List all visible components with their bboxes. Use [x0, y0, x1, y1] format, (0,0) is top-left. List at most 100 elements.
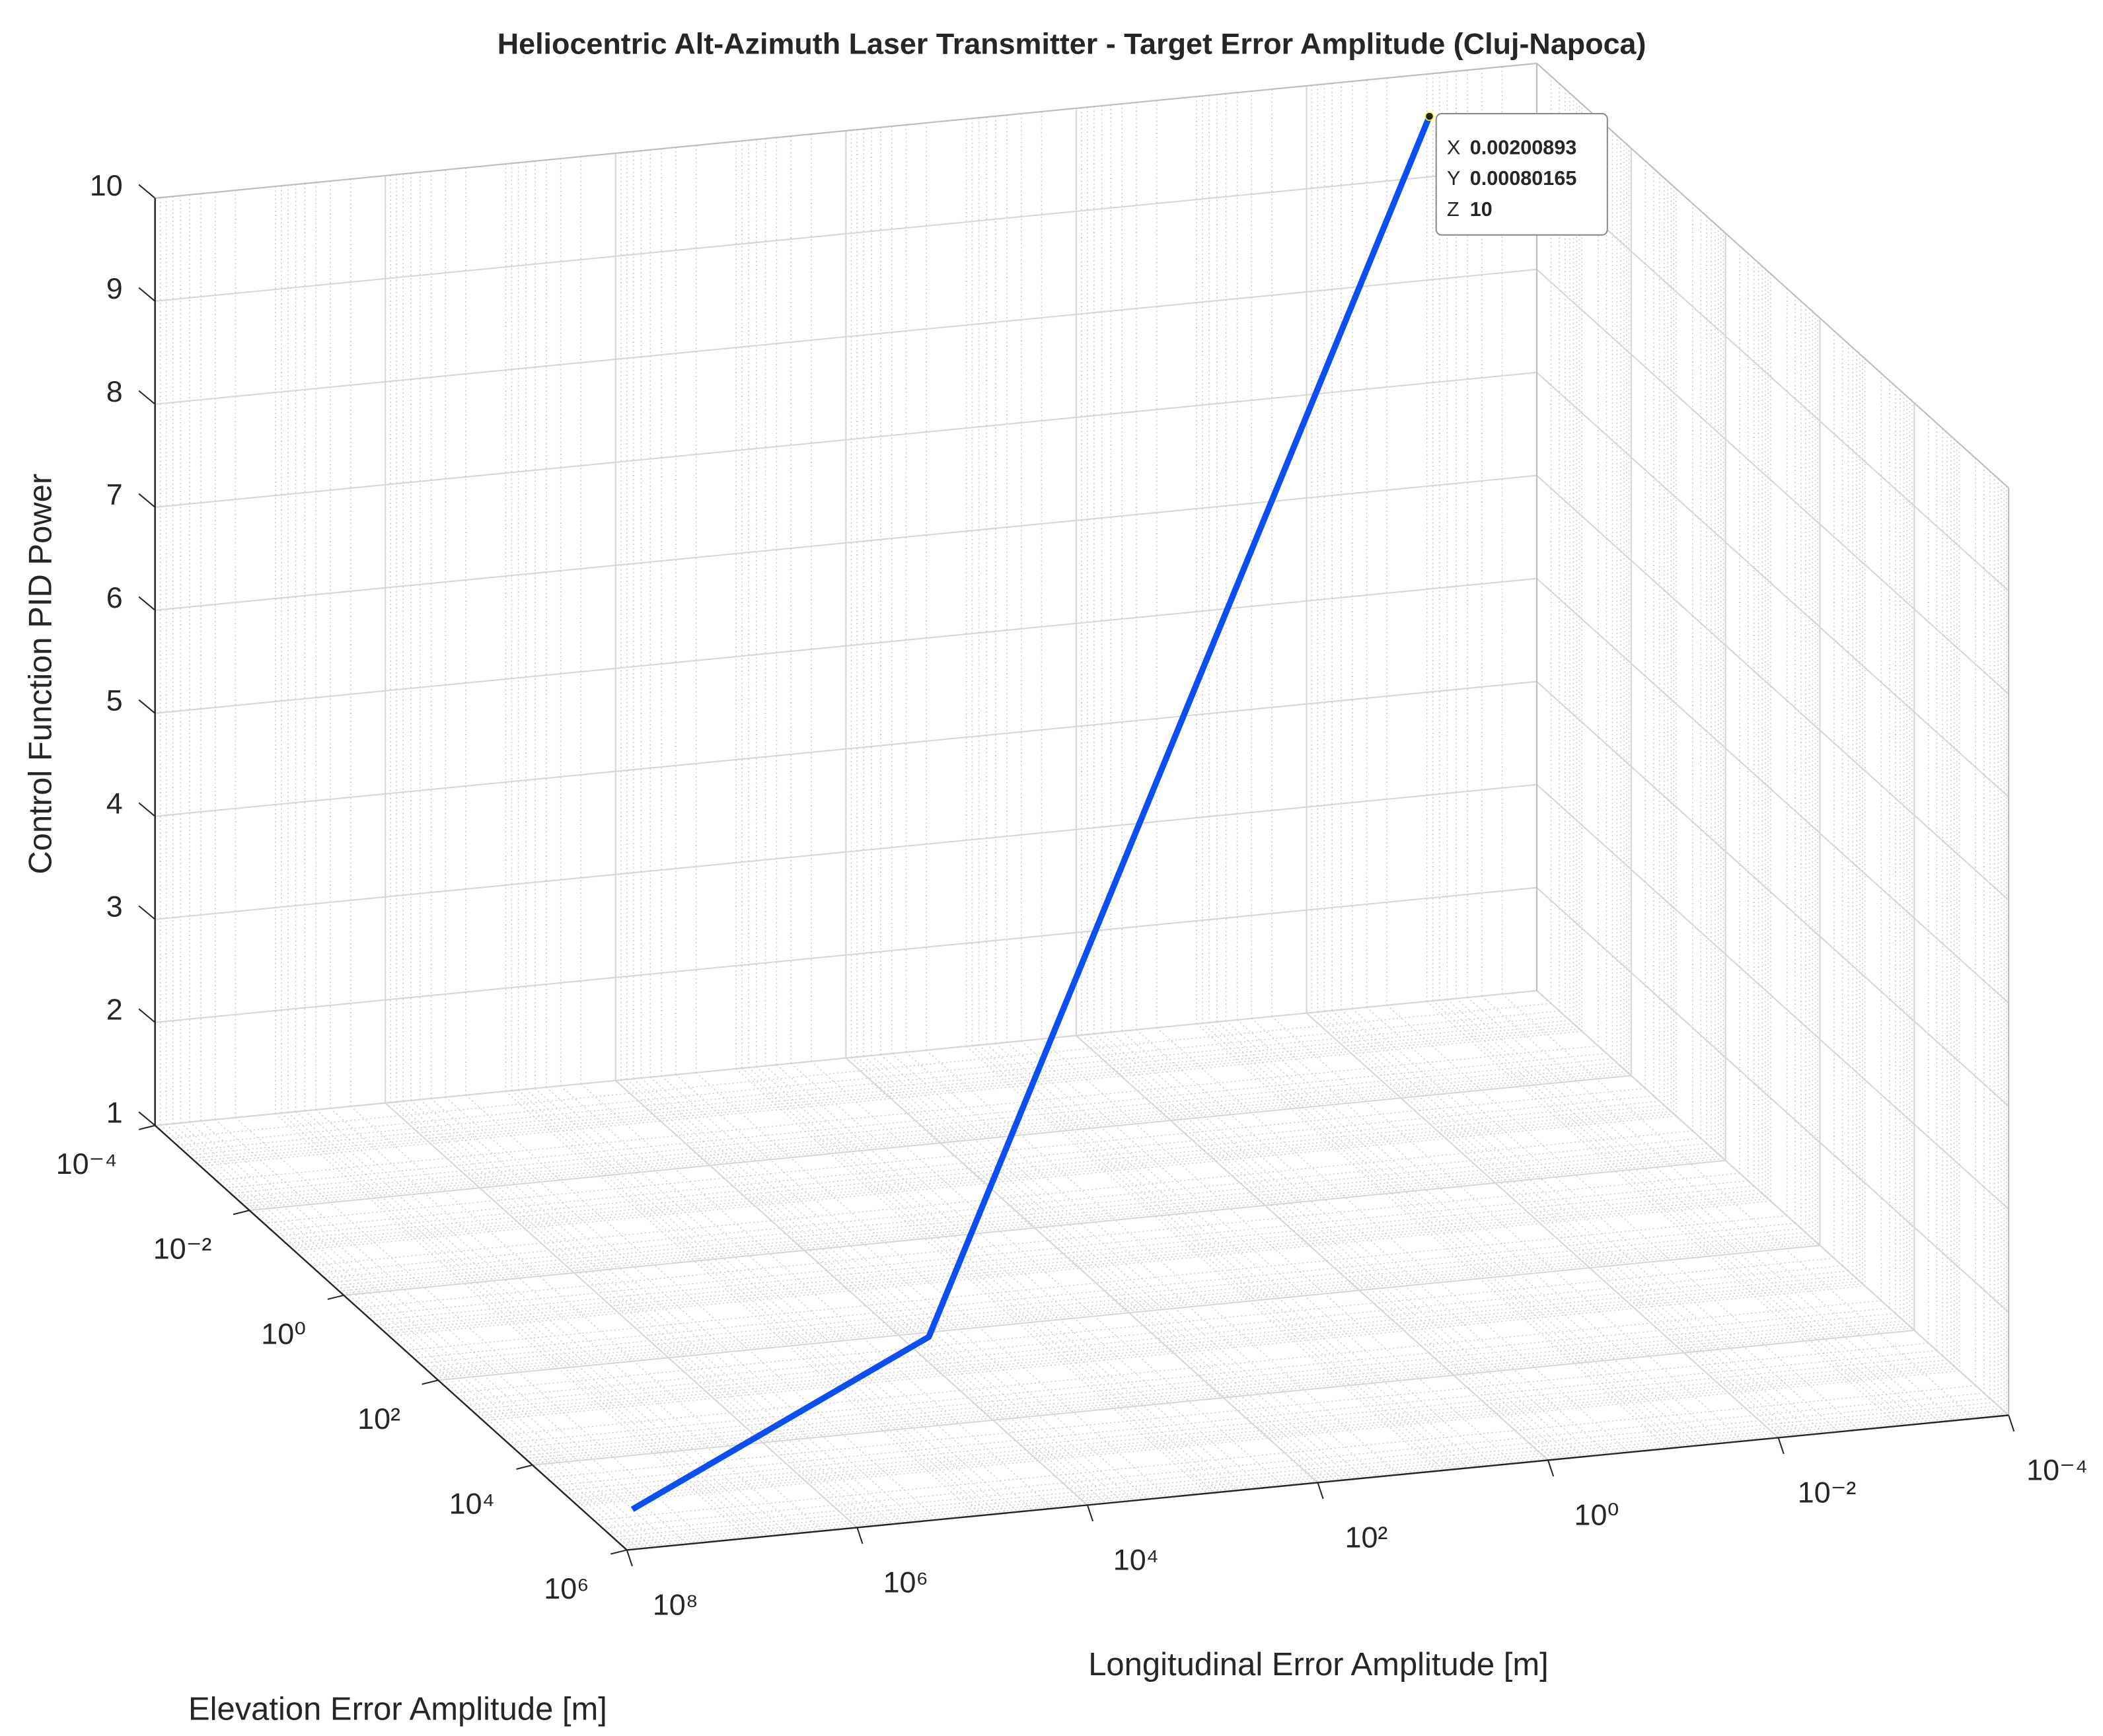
grid-line: [1536, 166, 2009, 592]
tick-mark: [138, 1008, 156, 1023]
grid-line: [1536, 372, 2009, 798]
minor-grid-line: [748, 1067, 1221, 1493]
minor-grid-line: [1136, 1029, 1609, 1455]
grid-line: [155, 577, 1537, 714]
tick-mark: [138, 493, 156, 508]
minor-grid-line: [640, 1077, 1114, 1503]
grid-line: [344, 1159, 1726, 1296]
minor-grid-line: [856, 1056, 1329, 1482]
minor-grid-line: [756, 1066, 1229, 1492]
z-tick-label: 9: [106, 271, 123, 305]
minor-grid-line: [1196, 1023, 1669, 1449]
z-tick-label: 8: [106, 375, 123, 408]
minor-grid-line: [696, 1072, 1169, 1498]
tick-mark: [138, 390, 156, 405]
grid-line: [1306, 1012, 1779, 1439]
minor-grid-line: [511, 1090, 984, 1516]
x-tick-label: 10⁻⁴: [2026, 1453, 2088, 1486]
grid-line: [1536, 680, 2009, 1107]
minor-grid-line: [180, 1122, 653, 1548]
minor-grid-line: [281, 1112, 754, 1538]
grid-line: [615, 1079, 1088, 1506]
minor-grid-line: [445, 1097, 918, 1523]
minor-grid-line: [420, 1099, 893, 1525]
datatip-label: Z: [1447, 198, 1459, 221]
tick-mark: [138, 287, 156, 302]
y-tick-label: 10⁴: [449, 1486, 495, 1520]
minor-grid-line: [1087, 1034, 1560, 1460]
x-tick-label: 10⁻²: [1798, 1475, 1857, 1509]
tick-mark: [1317, 1482, 1324, 1500]
x-tick-label: 10²: [1345, 1520, 1387, 1554]
y-tick-label: 10⁻⁴: [56, 1147, 118, 1180]
minor-grid-line: [1446, 999, 1920, 1425]
minor-grid-line: [741, 1067, 1214, 1494]
datatip-value: 10: [1470, 198, 1493, 221]
minor-grid-line: [1216, 1021, 1689, 1447]
minor-grid-line: [295, 1111, 768, 1537]
data-line: [630, 115, 1432, 1512]
tick-mark: [1547, 1460, 1555, 1477]
minor-grid-line: [517, 1089, 991, 1515]
minor-grid-line: [1156, 1027, 1629, 1453]
minor-grid-line: [546, 1087, 1019, 1513]
minor-grid-line: [1386, 1005, 1859, 1431]
grid-line: [385, 1102, 858, 1529]
x-tick-label: 10⁴: [1113, 1542, 1159, 1576]
minor-grid-line: [633, 1078, 1106, 1504]
minor-grid-line: [1481, 995, 1954, 1422]
datatip-value: 0.00200893: [1470, 136, 1577, 159]
grid-line: [249, 1075, 1631, 1212]
grid-line: [1536, 783, 2009, 1210]
grid-line: [1536, 578, 2009, 1004]
tick-mark: [138, 1111, 156, 1126]
minor-grid-line: [776, 1064, 1249, 1490]
minor-grid-line: [402, 1101, 875, 1527]
minor-grid-line: [675, 1074, 1148, 1500]
minor-grid-line: [986, 1044, 1459, 1470]
minor-grid-line: [410, 1100, 883, 1526]
x-axis: [626, 1414, 2009, 1551]
minor-grid-line: [1366, 1007, 1839, 1433]
minor-grid-line: [1202, 1023, 1675, 1449]
minor-grid-line: [1502, 994, 1975, 1420]
y-axis-label: Elevation Error Amplitude [m]: [188, 1692, 607, 1727]
minor-grid-line: [350, 1106, 823, 1532]
minor-grid-line: [735, 1068, 1208, 1494]
minor-grid-line: [649, 1076, 1123, 1502]
minor-grid-line: [1323, 1011, 1797, 1437]
minor-grid-line: [1081, 1034, 1554, 1461]
grid-line: [532, 1329, 1915, 1466]
minor-grid-line: [891, 1053, 1364, 1479]
minor-grid-line: [315, 1109, 788, 1535]
minor-grid-line: [235, 1117, 708, 1543]
grid-line: [155, 474, 1537, 611]
minor-grid-line: [978, 1044, 1452, 1470]
grid-line: [155, 165, 1537, 302]
minor-grid-line: [850, 1057, 1323, 1483]
minor-grid-line: [1121, 1031, 1594, 1457]
minor-grid-line: [1467, 997, 1940, 1423]
z-tick-label: 7: [106, 478, 123, 511]
grid-line: [1536, 886, 2009, 1313]
minor-grid-line: [396, 1101, 869, 1527]
tick-mark: [233, 1210, 250, 1215]
minor-grid-line: [160, 1124, 633, 1550]
minor-grid-line: [1208, 1022, 1681, 1448]
minor-grid-line: [1439, 999, 1912, 1426]
y-axis: [154, 1124, 628, 1551]
grid-line: [1536, 990, 2009, 1416]
minor-grid-line: [215, 1119, 688, 1545]
minor-grid-line: [1226, 1020, 1699, 1446]
grid-line: [155, 886, 1537, 1023]
grid-line: [1536, 475, 2009, 901]
minor-grid-line: [525, 1089, 998, 1515]
minor-grid-line: [1426, 1001, 1900, 1427]
y-tick-label: 10⁻²: [153, 1232, 212, 1266]
minor-grid-line: [620, 1079, 1093, 1505]
tick-mark: [422, 1379, 439, 1385]
z-tick-label: 5: [106, 684, 123, 717]
minor-grid-line: [1101, 1032, 1574, 1459]
